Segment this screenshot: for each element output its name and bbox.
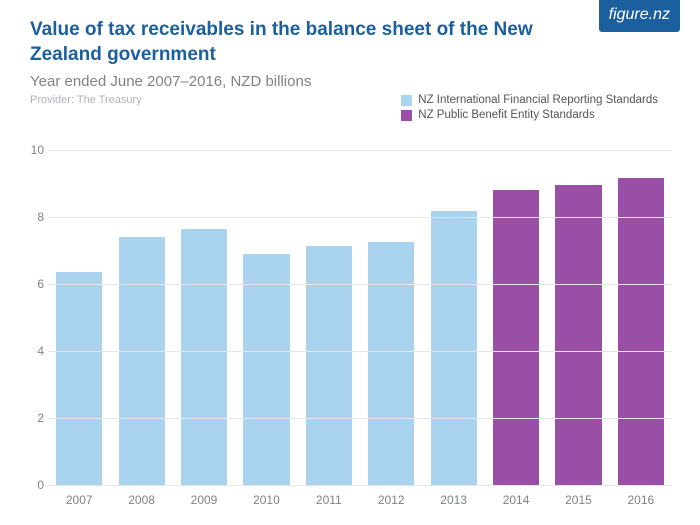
gridline	[48, 418, 672, 419]
bar-slot: 2008	[110, 150, 172, 485]
bar-slot: 2010	[235, 150, 297, 485]
x-axis-label: 2014	[485, 493, 547, 507]
bar-slot: 2014	[485, 150, 547, 485]
x-axis-label: 2010	[235, 493, 297, 507]
x-axis-label: 2011	[298, 493, 360, 507]
bar	[431, 211, 477, 485]
gridline	[48, 217, 672, 218]
y-axis-label: 0	[26, 478, 44, 492]
x-axis-label: 2008	[110, 493, 172, 507]
legend-label: NZ International Financial Reporting Sta…	[418, 94, 658, 106]
chart-header: Value of tax receivables in the balance …	[0, 0, 700, 106]
bar-slot: 2011	[298, 150, 360, 485]
legend-item: NZ International Financial Reporting Sta…	[401, 94, 658, 106]
x-axis-label: 2012	[360, 493, 422, 507]
gridline	[48, 351, 672, 352]
bar	[493, 190, 539, 485]
x-axis-label: 2016	[610, 493, 672, 507]
y-axis-label: 2	[26, 411, 44, 425]
x-axis-label: 2009	[173, 493, 235, 507]
bars-container: 2007200820092010201120122013201420152016	[48, 150, 672, 485]
bar-slot: 2016	[610, 150, 672, 485]
legend-label: NZ Public Benefit Entity Standards	[418, 109, 594, 121]
bar	[56, 272, 102, 485]
legend-item: NZ Public Benefit Entity Standards	[401, 109, 658, 121]
x-axis-label: 2013	[422, 493, 484, 507]
y-axis-label: 4	[26, 344, 44, 358]
bar	[181, 229, 227, 485]
x-axis-label: 2015	[547, 493, 609, 507]
bar-slot: 2012	[360, 150, 422, 485]
bar	[618, 178, 664, 485]
bar	[243, 254, 289, 485]
bar-slot: 2007	[48, 150, 110, 485]
legend-swatch-icon	[401, 95, 412, 106]
chart-subtitle: Year ended June 2007–2016, NZD billions	[30, 73, 670, 90]
bar-slot: 2009	[173, 150, 235, 485]
chart-legend: NZ International Financial Reporting Sta…	[401, 94, 658, 124]
bar	[306, 246, 352, 485]
x-axis-label: 2007	[48, 493, 110, 507]
bar	[119, 237, 165, 485]
y-axis-label: 10	[26, 143, 44, 157]
gridline	[48, 150, 672, 151]
chart-title: Value of tax receivables in the balance …	[30, 18, 590, 67]
bar-slot: 2015	[547, 150, 609, 485]
gridline	[48, 485, 672, 486]
bar	[368, 242, 414, 485]
y-axis-label: 6	[26, 277, 44, 291]
y-axis-label: 8	[26, 210, 44, 224]
bar-slot: 2013	[422, 150, 484, 485]
legend-swatch-icon	[401, 110, 412, 121]
bar	[555, 185, 601, 485]
chart-plot-area: 2007200820092010201120122013201420152016…	[48, 150, 672, 485]
figurenz-logo: figure.nz	[599, 0, 680, 32]
gridline	[48, 284, 672, 285]
